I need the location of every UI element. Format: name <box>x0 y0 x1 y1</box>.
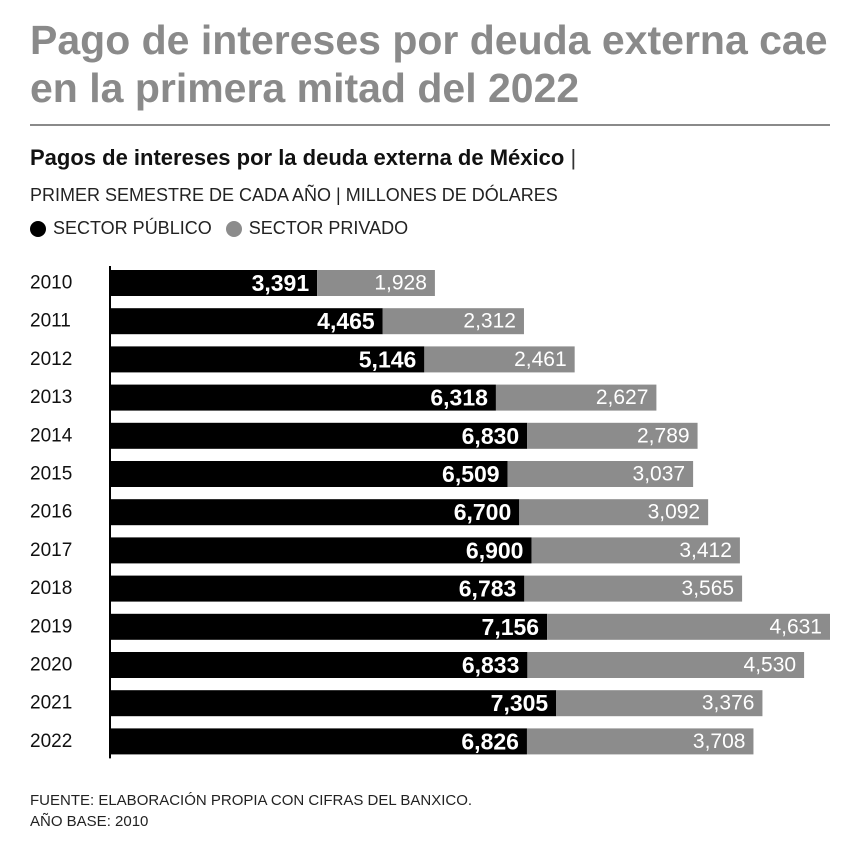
data-label-public-2014: 6,830 <box>462 423 520 449</box>
bar-public-2018 <box>110 575 525 602</box>
legend-swatch-public-icon <box>30 220 46 237</box>
data-label-public-2011: 4,465 <box>317 308 375 334</box>
legend-label-public: SECTOR PÚBLICO <box>53 218 212 238</box>
year-label-2022: 2022 <box>30 731 72 752</box>
bar-private-2017 <box>531 537 740 564</box>
data-label-private-2019: 4,631 <box>769 615 822 638</box>
year-label-2010: 2010 <box>30 273 72 294</box>
data-label-public-2017: 6,900 <box>466 537 524 563</box>
bar-public-2019 <box>110 613 548 640</box>
year-label-2014: 2014 <box>30 425 73 446</box>
chart-subtitle: Pagos de intereses por la deuda externa … <box>30 145 576 171</box>
bar-public-2013 <box>110 384 496 411</box>
bar-public-2011 <box>110 308 383 335</box>
bar-private-2022 <box>526 728 754 755</box>
bar-public-2014 <box>110 422 528 449</box>
data-label-private-2018: 3,565 <box>682 577 735 600</box>
year-label-2013: 2013 <box>30 387 72 408</box>
data-label-private-2014: 2,789 <box>637 424 690 447</box>
bar-private-2018 <box>524 575 743 602</box>
data-label-public-2016: 6,700 <box>454 499 512 525</box>
data-label-public-2018: 6,783 <box>459 576 517 602</box>
data-label-public-2013: 6,318 <box>430 385 488 411</box>
title-divider <box>30 124 830 126</box>
data-label-public-2012: 5,146 <box>359 346 417 372</box>
data-label-private-2012: 2,461 <box>514 348 567 371</box>
chart-title: Pago de intereses por deuda externa cae … <box>30 17 828 111</box>
data-label-private-2015: 3,037 <box>633 463 686 486</box>
bar-private-2013 <box>495 384 657 411</box>
units-caption: PRIMER SEMESTRE DE CADA AÑO | MILLONES D… <box>30 185 558 205</box>
bar-public-2012 <box>110 346 425 373</box>
data-label-private-2021: 3,376 <box>702 692 755 715</box>
subtitle-separator: | <box>570 145 577 170</box>
footer: FUENTE: ELABORACIÓN PROPIA CON CIFRAS DE… <box>30 790 472 832</box>
legend: SECTOR PÚBLICO SECTOR PRIVADO <box>30 218 422 239</box>
bar-private-2011 <box>382 308 524 335</box>
data-label-public-2019: 7,156 <box>482 614 540 640</box>
data-label-private-2013: 2,627 <box>596 386 649 409</box>
bar-private-2016 <box>519 499 709 526</box>
bar-private-2010 <box>317 270 435 296</box>
legend-item-private: SECTOR PRIVADO <box>225 218 409 239</box>
data-label-private-2016: 3,092 <box>648 501 701 524</box>
bar-chart: 2010 3,391 1,928 2011 4,465 2,312 2012 5,146 2,4… <box>30 266 830 759</box>
year-label-2020: 2020 <box>30 655 72 676</box>
data-label-public-2015: 6,509 <box>442 461 500 487</box>
data-label-private-2022: 3,708 <box>693 730 746 753</box>
year-label-2019: 2019 <box>30 616 72 637</box>
bar-public-2020 <box>110 652 528 678</box>
bar-private-2015 <box>507 461 694 487</box>
data-label-private-2020: 4,530 <box>744 654 797 677</box>
base-year-note: AÑO BASE: 2010 <box>30 813 149 830</box>
bar-public-2010 <box>110 270 318 296</box>
year-label-2017: 2017 <box>30 540 72 561</box>
bar-public-2017 <box>110 537 532 564</box>
source-note: FUENTE: ELABORACIÓN PROPIA CON CIFRAS DE… <box>30 792 473 809</box>
year-label-2018: 2018 <box>30 578 72 599</box>
year-label-2011: 2011 <box>30 311 71 332</box>
data-label-private-2011: 2,312 <box>463 310 516 333</box>
data-label-public-2021: 7,305 <box>491 690 549 716</box>
data-label-public-2020: 6,833 <box>462 652 520 678</box>
year-label-2016: 2016 <box>30 502 72 523</box>
bar-private-2019 <box>547 613 830 640</box>
bar-public-2021 <box>110 690 557 717</box>
legend-item-public: SECTOR PÚBLICO <box>30 218 212 239</box>
legend-label-private: SECTOR PRIVADO <box>248 218 409 238</box>
bar-public-2022 <box>110 728 527 755</box>
bar-private-2020 <box>527 652 805 678</box>
data-label-public-2010: 3,391 <box>252 270 310 296</box>
subtitle-text: Pagos de intereses por la deuda externa … <box>30 145 565 170</box>
year-label-2012: 2012 <box>30 349 72 370</box>
bar-private-2012 <box>424 346 575 373</box>
data-label-private-2010: 1,928 <box>374 272 427 295</box>
legend-swatch-private-icon <box>225 220 242 237</box>
data-label-private-2017: 3,412 <box>679 539 732 562</box>
bar-public-2015 <box>110 461 508 487</box>
bar-private-2014 <box>527 422 698 449</box>
bar-public-2016 <box>110 499 520 526</box>
year-label-2015: 2015 <box>30 464 72 485</box>
data-label-public-2022: 6,826 <box>461 728 519 754</box>
bar-private-2021 <box>556 690 763 717</box>
year-label-2021: 2021 <box>30 693 72 714</box>
